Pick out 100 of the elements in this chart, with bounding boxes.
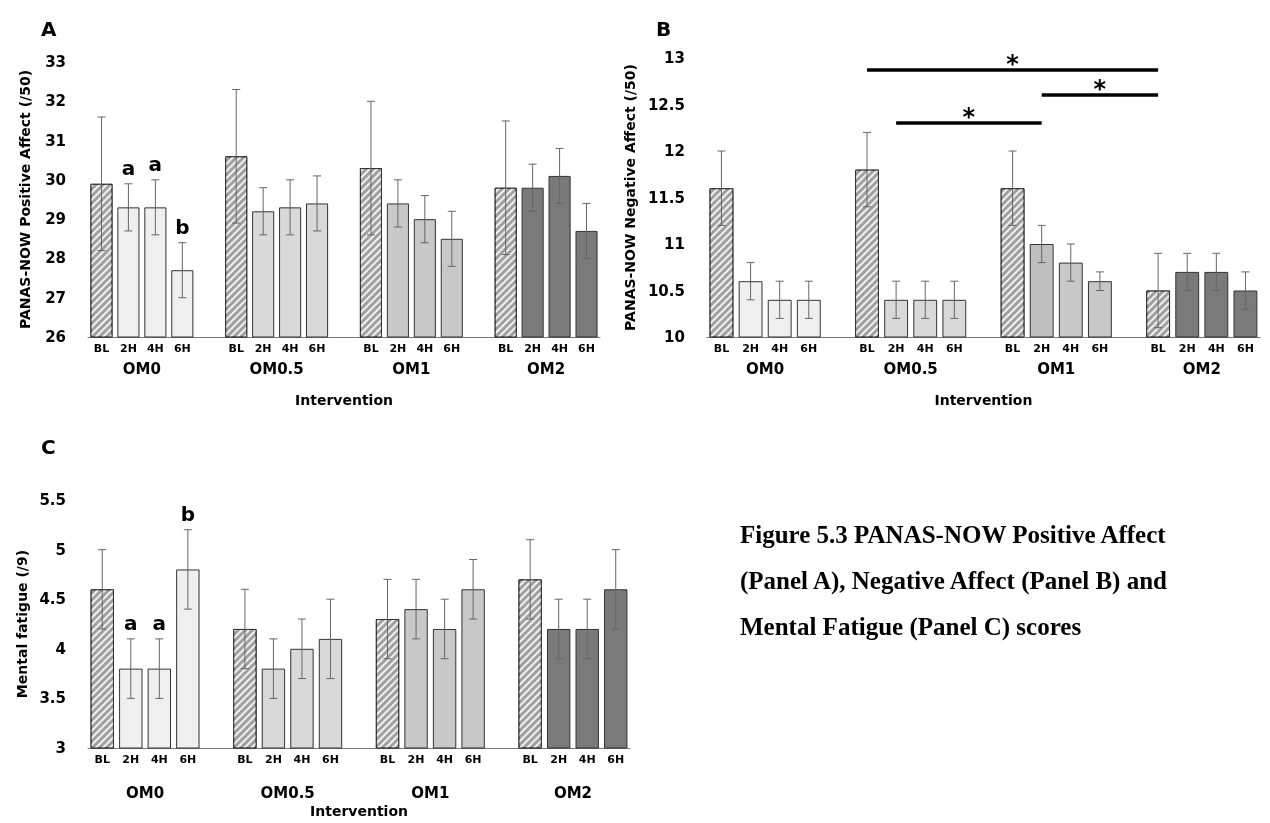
x-tick-label: 2H (742, 342, 760, 355)
x-tick-label: BL (713, 342, 730, 355)
x-tick-label: 6H (1237, 342, 1254, 355)
x-tick-label: 2H (1033, 342, 1051, 355)
y-tick-label: 10.5 (647, 281, 685, 300)
x-tick-label: 6H (464, 753, 482, 766)
text: OM1 (1037, 359, 1076, 378)
text: OM0 (122, 359, 161, 378)
y-axis-title: PANAS-NOW Positive Affect (/50) (17, 69, 33, 330)
data-label: a (148, 151, 163, 176)
y-tick-label: 13 (664, 49, 685, 67)
y-tick-label: 11.5 (647, 188, 685, 207)
x-tick-label: 6H (173, 342, 191, 355)
y-tick-label: 11 (664, 235, 685, 253)
x-tick-label: 2H (524, 342, 542, 355)
data-label: b (175, 214, 190, 239)
y-tick-label: 30 (45, 170, 66, 189)
x-tick-label: BL (363, 342, 379, 355)
x-tick-label: BL (859, 342, 875, 355)
x-tick-label: 6H (322, 753, 339, 766)
x-axis-title: Intervention (934, 392, 1033, 408)
y-tick-label: 28 (45, 249, 66, 268)
x-tick-label: 6H (607, 753, 625, 766)
data-label: a (152, 610, 167, 635)
x-tick-label: 6H (179, 753, 197, 766)
y-axis-title: PANAS-NOW Negative Affect (/50) (622, 64, 638, 331)
annotation: * (1093, 75, 1107, 103)
text: OM0.5 (249, 359, 304, 378)
text: OM1 (392, 359, 431, 378)
x-axis-title: Intervention (295, 392, 393, 408)
annotation: * (1006, 50, 1020, 78)
x-tick-label: 6H (1091, 342, 1109, 355)
x-tick-label: 2H (122, 753, 140, 766)
text: OM0 (125, 783, 165, 802)
x-tick-label: 4H (771, 342, 789, 355)
y-tick-label: 3.5 (39, 689, 66, 708)
text: OM0 (746, 359, 785, 378)
x-tick-label: BL (237, 753, 253, 766)
data-label: a (121, 155, 136, 180)
x-tick-label: 6H (578, 342, 595, 355)
y-tick-label: 3 (55, 739, 66, 757)
text: OM2 (1182, 359, 1221, 378)
x-tick-label: BL (1150, 342, 1166, 355)
text: OM1 (411, 783, 450, 802)
x-tick-label: 2H (389, 342, 407, 355)
x-tick-label: 4H (578, 753, 596, 766)
data-label: b (180, 501, 196, 526)
y-tick-label: 32 (45, 92, 66, 111)
x-tick-label: BL (522, 753, 538, 766)
chart-title: A (41, 17, 57, 41)
text: OM2 (527, 359, 566, 378)
x-tick-label: 2H (254, 342, 272, 355)
text: OM0.5 (260, 783, 315, 802)
x-tick-label: 2H (264, 753, 282, 766)
y-tick-label: 4 (55, 639, 66, 658)
x-tick-label: 2H (550, 753, 568, 766)
y-tick-label: 29 (45, 210, 66, 229)
x-tick-label: 4H (416, 342, 434, 355)
x-tick-label: 2H (119, 342, 137, 355)
chart-title: B (656, 17, 672, 41)
y-tick-label: 12.5 (647, 95, 685, 114)
x-tick-label: 4H (551, 342, 569, 355)
x-tick-label: BL (1004, 342, 1021, 355)
chart-title: C (41, 435, 56, 459)
x-tick-label: 6H (308, 342, 326, 355)
x-tick-label: 4H (293, 753, 311, 766)
x-tick-label: BL (94, 753, 110, 766)
annotation: * (962, 103, 976, 131)
x-tick-label: 4H (150, 753, 168, 766)
y-tick-label: 12 (664, 142, 685, 160)
y-tick-label: 26 (45, 328, 66, 346)
y-axis-title: Mental fatigue (/9) (13, 549, 30, 699)
x-tick-label: 4H (281, 342, 299, 355)
y-tick-label: 31 (45, 131, 66, 150)
text: OM0.5 (883, 359, 938, 378)
x-tick-label: 6H (443, 342, 461, 355)
text: Figure 5.3 PANAS-NOW Positive Affect (Panel A), Negative Affect (Panel B) and Mental Fatigue (Panel C) scores (740, 520, 1168, 643)
y-tick-label: 27 (45, 288, 66, 307)
x-tick-label: 4H (146, 342, 164, 355)
x-axis-title: Intervention (310, 803, 408, 819)
x-tick-label: 2H (407, 753, 425, 766)
x-tick-label: 2H (887, 342, 905, 355)
x-tick-label: 4H (436, 753, 454, 766)
y-tick-label: 33 (45, 53, 66, 71)
x-tick-label: 4H (1207, 342, 1225, 355)
y-tick-label: 4.5 (39, 590, 66, 609)
x-tick-label: BL (93, 342, 110, 355)
x-tick-label: 6H (945, 342, 963, 355)
x-tick-label: 2H (1178, 342, 1196, 355)
x-tick-label: BL (228, 342, 244, 355)
text: OM2 (553, 783, 593, 802)
x-tick-label: BL (379, 753, 396, 766)
y-tick-label: 5 (55, 540, 66, 559)
data-label: a (124, 610, 138, 635)
x-tick-label: 6H (800, 342, 818, 355)
x-tick-label: 4H (916, 342, 934, 355)
x-tick-label: 4H (1062, 342, 1080, 355)
y-tick-label: 10 (664, 328, 685, 346)
x-tick-label: BL (497, 342, 514, 355)
y-tick-label: 5.5 (39, 491, 66, 509)
